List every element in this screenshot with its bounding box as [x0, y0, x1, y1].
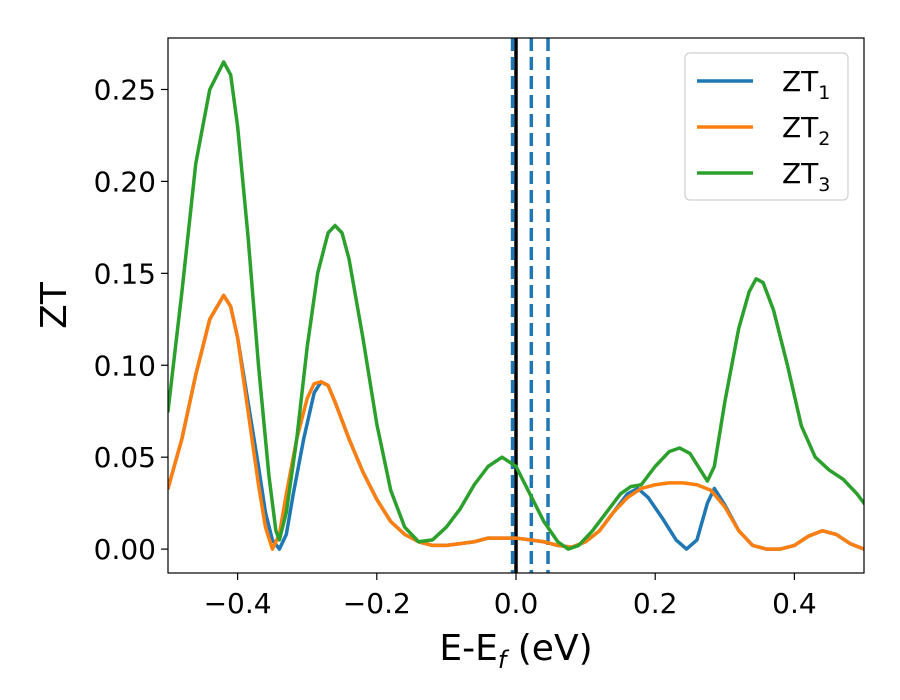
y-axis-label: ZT: [34, 281, 75, 329]
legend: ZT1 ZT2 ZT3: [684, 52, 849, 201]
x-axis-label: E-Ef (eV): [439, 628, 592, 674]
series-line-zt3: [168, 60, 864, 551]
legend-label-zt1: ZT1: [782, 65, 830, 104]
y-tick-label: 0.25: [94, 73, 156, 106]
y-tick-label: 0.10: [94, 349, 156, 382]
legend-label-zt2: ZT2: [782, 111, 830, 150]
x-tick-label: 0.4: [772, 587, 817, 620]
y-tick-label: 0.00: [94, 533, 156, 566]
y-tick-label: 0.05: [94, 441, 156, 474]
legend-box: [684, 52, 849, 201]
legend-label-zt3: ZT3: [782, 157, 830, 196]
y-tick-label: 0.15: [94, 257, 156, 290]
x-tick-label: −0.4: [204, 587, 272, 620]
x-tick-label: −0.2: [343, 587, 411, 620]
x-tick-label: 0.0: [494, 587, 539, 620]
y-tick-label: 0.20: [94, 165, 156, 198]
series-line-zt2: [168, 293, 864, 551]
x-tick-label: 0.2: [633, 587, 678, 620]
